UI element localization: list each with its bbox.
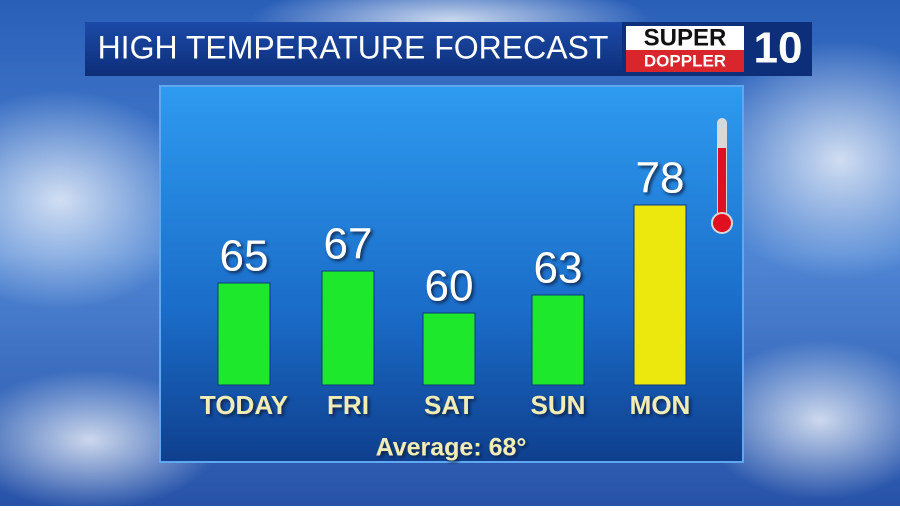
x-tick-label: FRI — [327, 390, 369, 420]
x-tick-label: SAT — [424, 390, 474, 420]
value-label: 78 — [636, 154, 685, 203]
value-label: 63 — [534, 244, 583, 293]
x-tick-label: SUN — [531, 390, 586, 420]
logo-number: 10 — [754, 24, 803, 73]
bar — [531, 294, 585, 386]
bar — [422, 312, 476, 386]
bar — [321, 270, 375, 386]
logo: SUPER DOPPLER 10 — [622, 22, 812, 76]
value-label: 67 — [324, 220, 373, 269]
bar — [217, 282, 271, 386]
title-banner — [85, 22, 622, 76]
value-label: 65 — [220, 232, 269, 281]
chart-title: HIGH TEMPERATURE FORECAST — [98, 29, 609, 65]
bar — [633, 204, 687, 386]
logo-bottom: DOPPLER — [644, 51, 726, 70]
x-tick-label: TODAY — [200, 390, 288, 420]
logo-top: SUPER — [644, 24, 727, 51]
footer: Average: 68° — [376, 434, 527, 462]
thermometer — [711, 118, 733, 234]
x-tick-label: MON — [630, 390, 691, 420]
value-label: 60 — [425, 262, 474, 311]
